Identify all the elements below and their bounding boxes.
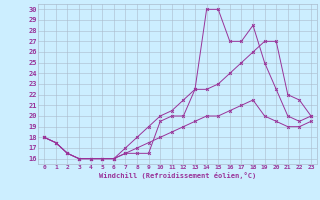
X-axis label: Windchill (Refroidissement éolien,°C): Windchill (Refroidissement éolien,°C) xyxy=(99,172,256,179)
